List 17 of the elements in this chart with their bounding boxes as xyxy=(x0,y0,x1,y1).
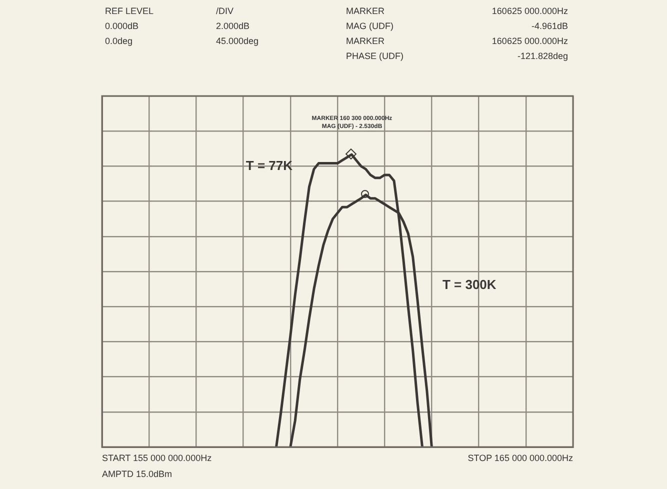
text: REF LEVEL xyxy=(105,6,154,16)
text: 45.000deg xyxy=(216,36,259,46)
text: START 155 000 000.000Hz xyxy=(102,453,212,463)
text: 0.0deg xyxy=(105,36,133,46)
text: 2.000dB xyxy=(216,21,250,31)
text: STOP 165 000 000.000Hz xyxy=(468,453,573,463)
text: 0.000dB xyxy=(105,21,139,31)
text: -4.961dB xyxy=(531,21,568,31)
text: 160625 000.000Hz xyxy=(492,36,568,46)
text: /DIV xyxy=(216,6,234,16)
text: MARKER xyxy=(346,36,385,46)
text: MARKER xyxy=(346,6,385,16)
text: PHASE (UDF) xyxy=(346,51,404,61)
text: -121.828deg xyxy=(517,51,568,61)
text: MAG (UDF) xyxy=(346,21,394,31)
text: AMPTD 15.0dBm xyxy=(102,469,172,479)
text: 160625 000.000Hz xyxy=(492,6,568,16)
